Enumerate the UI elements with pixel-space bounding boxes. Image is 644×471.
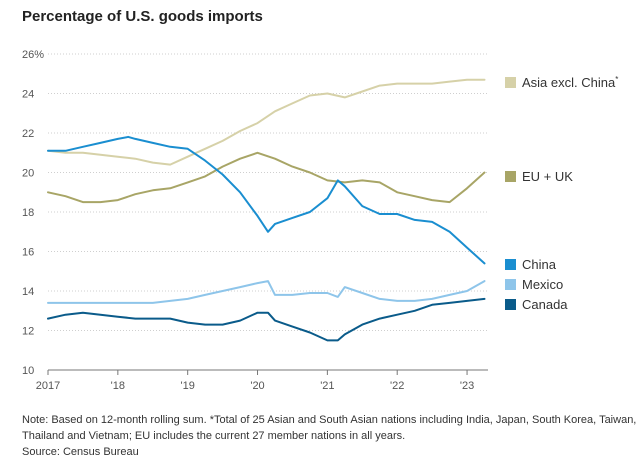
legend-label-eu-uk: EU + UK [522,169,573,184]
gridlines [48,53,488,331]
legend-label-china: China [522,257,557,272]
legend: Asia excl. China* EU + UK China Mexico Canad… [505,75,618,312]
y-tick-label-16: 16 [22,247,34,259]
legend-swatch-canada [505,299,516,310]
legend-swatch-china [505,259,516,270]
y-tick-label-26: 26% [22,49,44,61]
legend-label-canada: Canada [522,297,568,312]
series-line-asia-excl-china [47,78,486,166]
y-tick-label-22: 22 [22,128,34,140]
x-tick-label-2018: '18 [111,380,125,392]
x-tick-label-2021: '21 [320,380,334,392]
legend-swatch-asia-excl-china [505,77,516,88]
x-tick-label-2023: '23 [460,380,474,392]
x-tick-label-2022: '22 [390,380,404,392]
legend-label-asia-excl-china: Asia excl. China* [522,75,618,90]
chart-source: Source: Census Bureau [22,446,139,458]
y-tick-label-14: 14 [22,286,34,298]
y-axis-tick-labels: 10 12 14 16 18 20 22 24 26% [22,49,44,377]
x-tick-label-2020: '20 [250,380,264,392]
y-tick-label-20: 20 [22,168,34,180]
x-tick-label-2019: '19 [181,380,195,392]
y-tick-label-10: 10 [22,365,34,377]
y-tick-label-24: 24 [22,89,34,101]
legend-swatch-mexico [505,279,516,290]
series-line-mexico [47,280,486,304]
x-axis: 2017 '18 '19 '20 '21 '22 '23 [36,369,488,392]
series-line-eu-uk [47,151,486,204]
y-tick-label-12: 12 [22,326,34,338]
chart-note: Note: Based on 12-month rolling sum. *To… [22,414,637,442]
series-line-china [47,135,486,265]
line-chart: 10 12 14 16 18 20 22 24 26% 2017 '18 '19 '20 '21 '22 '… [22,49,618,392]
chart-title: Percentage of U.S. goods imports [22,8,263,25]
legend-swatch-eu-uk [505,171,516,182]
y-tick-label-18: 18 [22,207,34,219]
series-line-canada [47,297,486,342]
x-tick-label-2017: 2017 [36,380,60,392]
series-lines [47,78,486,342]
legend-label-mexico: Mexico [522,277,563,292]
